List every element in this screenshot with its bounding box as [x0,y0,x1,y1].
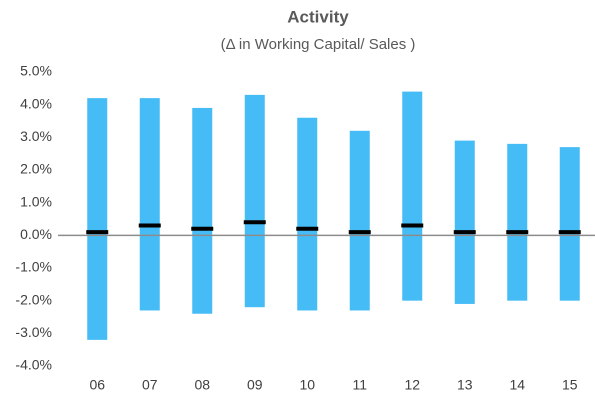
y-tick-label: 4.0% [20,95,52,111]
y-tick-label: 1.0% [20,193,52,209]
y-tick-label: 2.0% [20,161,52,177]
range-bar [559,147,580,301]
chart-title: Activity [287,7,349,26]
range-bar [507,143,528,301]
range-bar [139,98,160,311]
range-bar [244,94,265,308]
range-bar [454,140,475,304]
range-bar [297,117,318,311]
y-tick-label: 5.0% [20,63,52,79]
x-tick-label: 06 [89,377,105,393]
y-tick-label: -3.0% [15,324,52,340]
y-tick-label: -1.0% [15,259,52,275]
range-bar [402,91,423,301]
chart-subtitle: (Δ in Working Capital/ Sales ) [221,36,416,53]
range-bar [87,98,108,340]
x-tick-label: 11 [352,377,367,393]
x-tick-label: 15 [562,377,578,393]
x-tick-label: 13 [457,377,473,393]
y-tick-label: 3.0% [20,128,52,144]
x-tick-label: 12 [404,377,420,393]
x-tick-label: 10 [299,377,315,393]
y-tick-label: -2.0% [15,291,52,307]
range-bar [192,107,213,314]
range-bar [349,130,370,311]
x-tick-label: 14 [509,377,525,393]
y-tick-label: 0.0% [20,226,52,242]
x-tick-label: 07 [142,377,158,393]
x-tick-label: 08 [194,377,210,393]
y-tick-label: -4.0% [15,357,52,373]
x-tick-label: 09 [247,377,263,393]
